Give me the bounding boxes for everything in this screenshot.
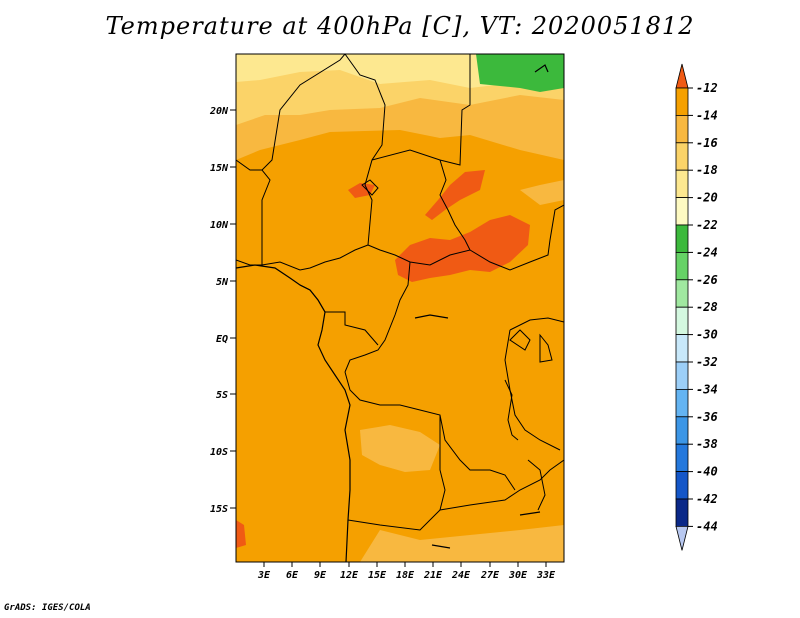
coastline (236, 264, 351, 562)
colorbar-label: -14 (696, 108, 718, 122)
colorbar-label: -24 (696, 245, 718, 259)
colorbar-label: -30 (696, 328, 718, 342)
temperature-field (236, 54, 564, 562)
patch-neg12-north (425, 170, 485, 220)
lat-label: 10N (210, 220, 229, 231)
colorbar-label: -22 (696, 218, 718, 232)
colorbar-label: -16 (696, 136, 718, 150)
map-frame (235, 53, 565, 563)
band-neg16-south (360, 525, 564, 562)
colorbar-swatch (675, 443, 689, 473)
colorbar-swatch (675, 87, 689, 116)
colorbar-swatch (675, 251, 689, 281)
colorbar-top-arrow (675, 63, 689, 89)
colorbar-swatch (675, 115, 689, 144)
lat-label: 10S (210, 447, 228, 458)
grads-credit: GrADS: IGES/COLA (4, 603, 91, 613)
lon-label: 3E (257, 570, 271, 581)
colorbar-label: -34 (696, 382, 718, 396)
lon-label: 33E (536, 570, 556, 581)
lon-label: 18E (396, 570, 415, 581)
patch-neg12-sw (236, 520, 246, 548)
colorbar-label: -38 (696, 437, 718, 451)
colorbar-swatch (675, 169, 689, 198)
lon-label: 30E (508, 570, 528, 581)
colorbar-label: -26 (696, 273, 718, 287)
colorbar-label: -40 (696, 465, 718, 479)
map-title: Temperature at 400hPa [C], VT: 202005181… (105, 12, 695, 40)
lon-axis: 3E 6E 9E 12E 15E 18E 21E 24E 27E 30E 33E (257, 562, 556, 581)
colorbar-swatch (675, 498, 689, 527)
colorbar-swatch (675, 471, 689, 500)
patch-neg16-angola (360, 425, 440, 472)
lakes (361, 179, 553, 511)
lat-label: 15S (210, 504, 228, 515)
lon-label: 21E (423, 570, 443, 581)
lon-label: 9E (314, 570, 327, 581)
lon-label: 15E (368, 570, 387, 581)
lat-label: 5N (216, 277, 229, 288)
colorbar-label: -18 (696, 163, 718, 177)
colorbar-swatch (675, 388, 689, 418)
lat-label: EQ (216, 334, 228, 345)
lat-axis: 20N 15N 10N 5N EQ 5S 10S 15S (209, 106, 236, 515)
lat-label: 5S (216, 390, 228, 401)
colorbar: -12 -14 -16 -18 -20 -22 -24 -26 -28 -30 -32 -34 -36 -… (675, 63, 718, 551)
rivers (414, 64, 549, 549)
colorbar-label: -42 (696, 492, 718, 506)
colorbar-bottom-arrow (675, 526, 689, 551)
patch-neg12-chad (348, 183, 375, 198)
colorbar-swatch (675, 334, 689, 363)
lon-label: 12E (340, 570, 359, 581)
colorbar-swatch (675, 306, 689, 336)
colorbar-swatch (675, 416, 689, 445)
lon-label: 27E (480, 570, 500, 581)
colorbar-label: -36 (696, 410, 718, 424)
colorbar-swatch (675, 279, 689, 308)
patch-neg16-east (520, 180, 564, 205)
colorbar-label: -20 (696, 191, 718, 205)
colorbar-swatch (675, 142, 689, 171)
lat-label: 20N (209, 106, 229, 117)
lat-label: 15N (210, 163, 229, 174)
lon-label: 6E (286, 570, 299, 581)
colorbar-label: -44 (696, 519, 718, 533)
lon-label: 24E (451, 570, 471, 581)
colorbar-swatch (675, 197, 689, 226)
patch-neg24 (476, 54, 564, 92)
colorbar-label: -28 (696, 300, 718, 314)
colorbar-swatch (675, 224, 689, 253)
colorbar-label: -32 (696, 355, 718, 369)
colorbar-swatch (675, 361, 689, 390)
colorbar-label: -12 (696, 81, 718, 95)
